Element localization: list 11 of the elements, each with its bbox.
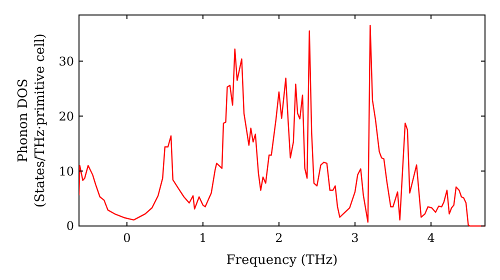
- x-tick-label: 4: [427, 231, 436, 245]
- y-tick-label: 30: [58, 54, 74, 68]
- y-tick-label: 20: [58, 109, 74, 124]
- y-tick-label: 10: [58, 164, 74, 178]
- x-tick-label: 2: [275, 231, 283, 245]
- x-tick-label: 1: [199, 231, 207, 245]
- x-tick-label: 3: [351, 231, 359, 245]
- y-axis-title: Phonon DOS (States/THz·primitive cell): [16, 33, 48, 208]
- x-axis-title: Frequency (THz): [226, 253, 338, 268]
- y-tick-label: 0: [66, 219, 74, 234]
- x-tick-label: 0: [123, 231, 131, 245]
